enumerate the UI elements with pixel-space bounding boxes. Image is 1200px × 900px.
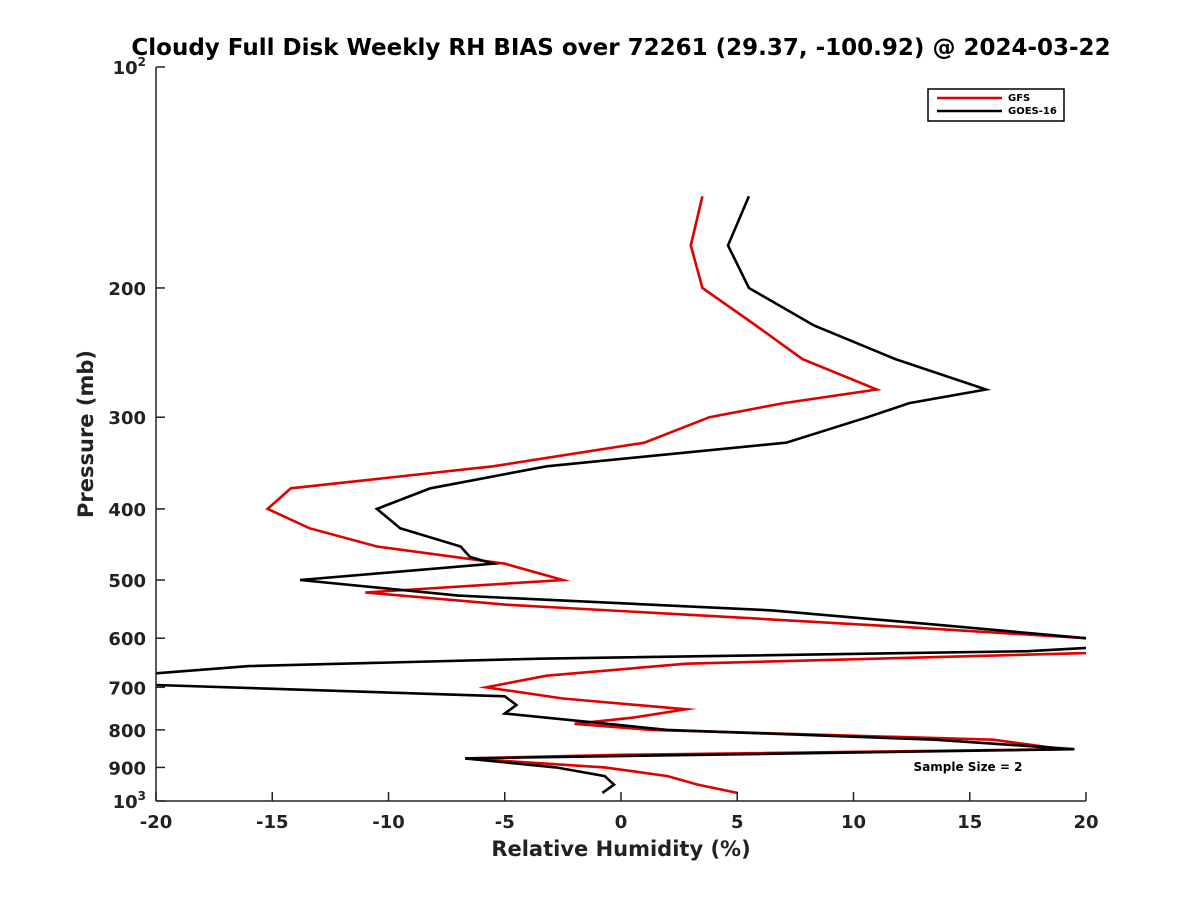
x-tick-label: 15 <box>957 812 982 833</box>
y-tick-label: 300 <box>108 408 146 429</box>
x-tick-label: -10 <box>372 812 405 833</box>
x-ticks: -20 -15 -10 -5 0 5 10 15 20 <box>140 792 1099 833</box>
legend-label-gfs: GFS <box>1008 93 1030 104</box>
y-tick-label: 102 <box>113 55 146 79</box>
y-tick-label: 103 <box>113 789 146 813</box>
series-line-goes16 <box>156 195 1086 794</box>
y-tick-label: 900 <box>108 758 146 779</box>
y-tick-label: 500 <box>108 571 146 592</box>
x-tick-label: 10 <box>841 812 866 833</box>
x-tick-label: -20 <box>140 812 173 833</box>
y-tick-label: 800 <box>108 721 146 742</box>
series-layer <box>156 195 1086 795</box>
x-tick-label: 5 <box>731 812 744 833</box>
x-axis-label: Relative Humidity (%) <box>491 837 750 861</box>
legend-label-goes16: GOES-16 <box>1008 106 1057 117</box>
x-tick-label: 20 <box>1073 812 1098 833</box>
legend: GFS GOES-16 <box>927 88 1065 122</box>
axes <box>155 67 1086 802</box>
y-tick-label: 200 <box>108 279 146 300</box>
y-tick-label: 400 <box>108 500 146 521</box>
sample-size-annotation: Sample Size = 2 <box>914 760 1023 774</box>
chart-title: Cloudy Full Disk Weekly RH BIAS over 722… <box>131 35 1110 61</box>
y-tick-label: 700 <box>108 678 146 699</box>
y-ticks: 102 200 300 400 500 600 700 800 900 103 <box>108 55 165 813</box>
y-tick-label: 600 <box>108 629 146 650</box>
x-tick-label: -15 <box>256 812 289 833</box>
legend-box <box>927 88 1065 122</box>
y-axis-label: Pressure (mb) <box>74 350 98 518</box>
x-tick-label: -5 <box>495 812 515 833</box>
x-tick-label: 0 <box>615 812 628 833</box>
series-line-gfs <box>265 196 1086 795</box>
